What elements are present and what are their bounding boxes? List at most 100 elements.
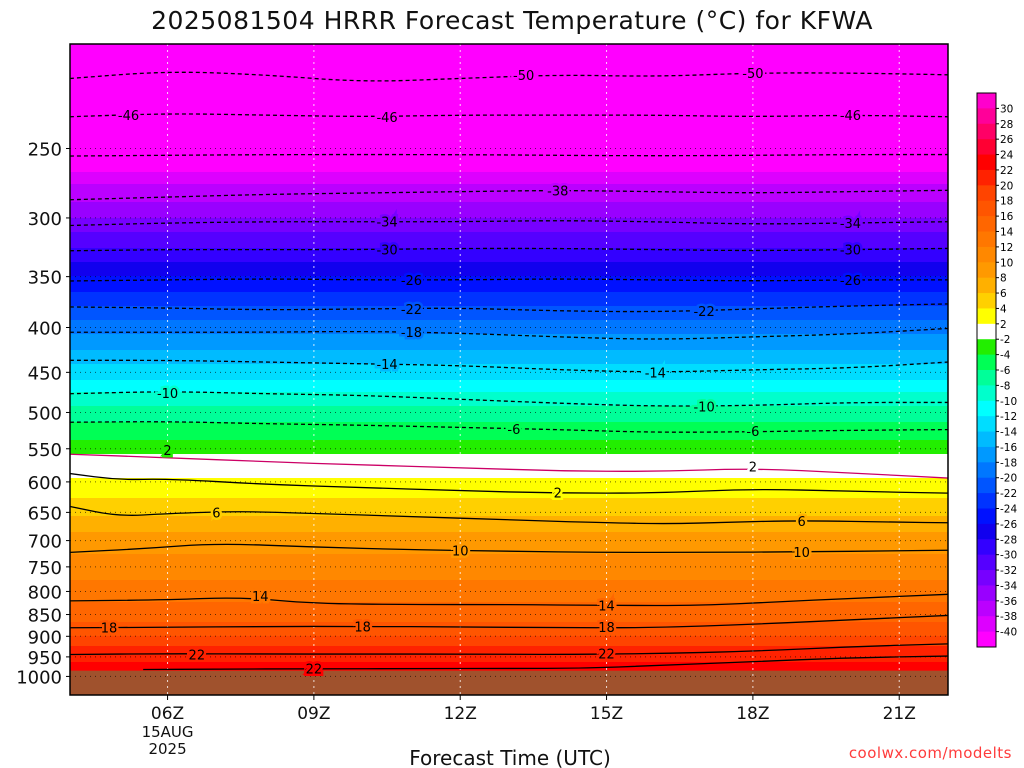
isotherm-label: -34 bbox=[840, 217, 861, 232]
plot-frame bbox=[69, 43, 949, 696]
colorbar-swatch bbox=[977, 570, 996, 586]
colorbar-label: -38 bbox=[1000, 611, 1017, 623]
colorbar-swatch bbox=[977, 262, 996, 279]
isotherm-label: 14 bbox=[252, 590, 269, 605]
isotherm-label: 6 bbox=[798, 515, 806, 530]
isotherm-label: -46 bbox=[376, 111, 397, 126]
colorbar-label: -36 bbox=[1000, 596, 1017, 608]
isotherm-label: -30 bbox=[840, 244, 861, 259]
colorbar-label: 30 bbox=[1000, 103, 1013, 115]
colorbar-swatch bbox=[977, 108, 996, 125]
colorbar-label: -4 bbox=[1000, 350, 1011, 362]
isotherm-label: 10 bbox=[452, 544, 469, 559]
colorbar-label: 14 bbox=[1000, 227, 1014, 239]
y-axis-ticks: 2503003504004505005506006507007508008509… bbox=[16, 140, 70, 688]
x-date-label: 15AUG bbox=[142, 723, 194, 741]
y-tick-label: 350 bbox=[28, 268, 62, 289]
colorbar-label: 20 bbox=[1000, 180, 1013, 192]
y-tick-label: 550 bbox=[28, 440, 62, 461]
x-tick-label: 06Z bbox=[151, 704, 184, 724]
isotherm-line bbox=[70, 278, 948, 282]
colorbar: 30 28 26 24 22 20 18 16 14 12 10 8 6 4 2 -2 -4 -6 -8 -10 -12… bbox=[976, 92, 1017, 648]
colorbar-label: 6 bbox=[1000, 288, 1007, 300]
x-tick-label: 21Z bbox=[883, 704, 916, 724]
colorbar-label: 16 bbox=[1000, 211, 1014, 223]
isotherm-label: -30 bbox=[376, 244, 397, 259]
colorbar-swatch bbox=[977, 123, 996, 140]
colorbar-swatch bbox=[977, 93, 996, 109]
colorbar-label: -24 bbox=[1000, 504, 1017, 516]
colorbar-label: -20 bbox=[1000, 473, 1017, 485]
isotherm-label: -14 bbox=[376, 358, 397, 373]
y-tick-label: 950 bbox=[28, 648, 62, 669]
colorbar-swatch bbox=[977, 370, 996, 386]
colorbar-label: -30 bbox=[1000, 550, 1017, 562]
colorbar-swatch bbox=[977, 200, 996, 217]
isotherm-label: 2 bbox=[163, 444, 171, 459]
isotherm-label: 22 bbox=[306, 663, 323, 678]
colorbar-swatch bbox=[977, 416, 996, 433]
x-date-label: 2025 bbox=[148, 740, 186, 758]
y-tick-label: 1000 bbox=[16, 667, 62, 688]
isotherm-line bbox=[70, 71, 948, 82]
isotherm-label: 18 bbox=[354, 620, 371, 635]
isotherm-label: -46 bbox=[840, 109, 861, 124]
colorbar-label: -8 bbox=[1000, 380, 1010, 392]
y-tick-label: 800 bbox=[28, 582, 62, 603]
colorbar-swatch bbox=[977, 446, 996, 463]
colorbar-label: -26 bbox=[1000, 519, 1017, 531]
colorbar-swatch bbox=[977, 293, 996, 309]
colorbar-swatch bbox=[977, 277, 996, 294]
gridlines bbox=[70, 44, 948, 695]
colorbar-swatch bbox=[977, 308, 996, 325]
isotherm-line bbox=[70, 593, 948, 607]
y-tick-label: 300 bbox=[28, 209, 62, 230]
colorbar-label: -22 bbox=[1000, 488, 1017, 500]
colorbar-label: -12 bbox=[1000, 411, 1017, 423]
isotherm-label: -26 bbox=[840, 274, 861, 289]
colorbar-label: -2 bbox=[1000, 334, 1010, 346]
colorbar-swatch bbox=[977, 154, 996, 171]
isotherm-line bbox=[70, 303, 948, 313]
colorbar-label: -40 bbox=[1000, 627, 1017, 639]
chart-title: 2025081504 HRRR Forecast Temperature (°C… bbox=[151, 6, 873, 35]
isotherm-label: -6 bbox=[507, 423, 520, 438]
temperature-fill bbox=[70, 44, 948, 695]
isotherm-line bbox=[70, 327, 948, 340]
x-tick-label: 12Z bbox=[444, 704, 477, 724]
isotherm-line bbox=[70, 220, 948, 227]
colorbar-swatch bbox=[977, 323, 996, 340]
isotherm-label: -38 bbox=[547, 184, 568, 199]
ground-band bbox=[70, 670, 948, 695]
isotherm-line bbox=[70, 247, 948, 252]
isotherm-line bbox=[70, 472, 948, 494]
colorbar-label: 26 bbox=[1000, 134, 1014, 146]
y-tick-label: 400 bbox=[28, 318, 62, 339]
isotherm-line bbox=[143, 655, 948, 671]
isotherm-line bbox=[70, 643, 948, 656]
colorbar-swatch bbox=[977, 462, 996, 479]
colorbar-swatch bbox=[977, 169, 996, 186]
site-credit-link[interactable]: coolwx.com/modelts bbox=[848, 744, 1012, 762]
colorbar-swatch bbox=[977, 385, 996, 402]
colorbar-swatch bbox=[977, 508, 996, 525]
y-tick-label: 750 bbox=[28, 558, 62, 579]
y-tick-label: 250 bbox=[28, 140, 62, 161]
colorbar-swatch bbox=[977, 246, 996, 263]
isotherm-label: -18 bbox=[401, 326, 422, 341]
colorbar-swatch bbox=[977, 616, 996, 633]
colorbar-label: 18 bbox=[1000, 196, 1013, 208]
isotherm-label: 2 bbox=[554, 487, 562, 502]
colorbar-swatch bbox=[977, 523, 996, 540]
colorbar-swatch bbox=[977, 139, 996, 156]
isotherm-line bbox=[70, 421, 948, 433]
isotherm-label: -22 bbox=[401, 303, 422, 318]
colorbar-swatch bbox=[977, 431, 996, 448]
isotherm-label: 2 bbox=[749, 460, 757, 475]
colorbar-label: -34 bbox=[1000, 580, 1017, 592]
colorbar-swatch bbox=[977, 539, 996, 556]
isotherm-label: 22 bbox=[189, 648, 206, 663]
isotherm-label: -6 bbox=[746, 425, 759, 440]
